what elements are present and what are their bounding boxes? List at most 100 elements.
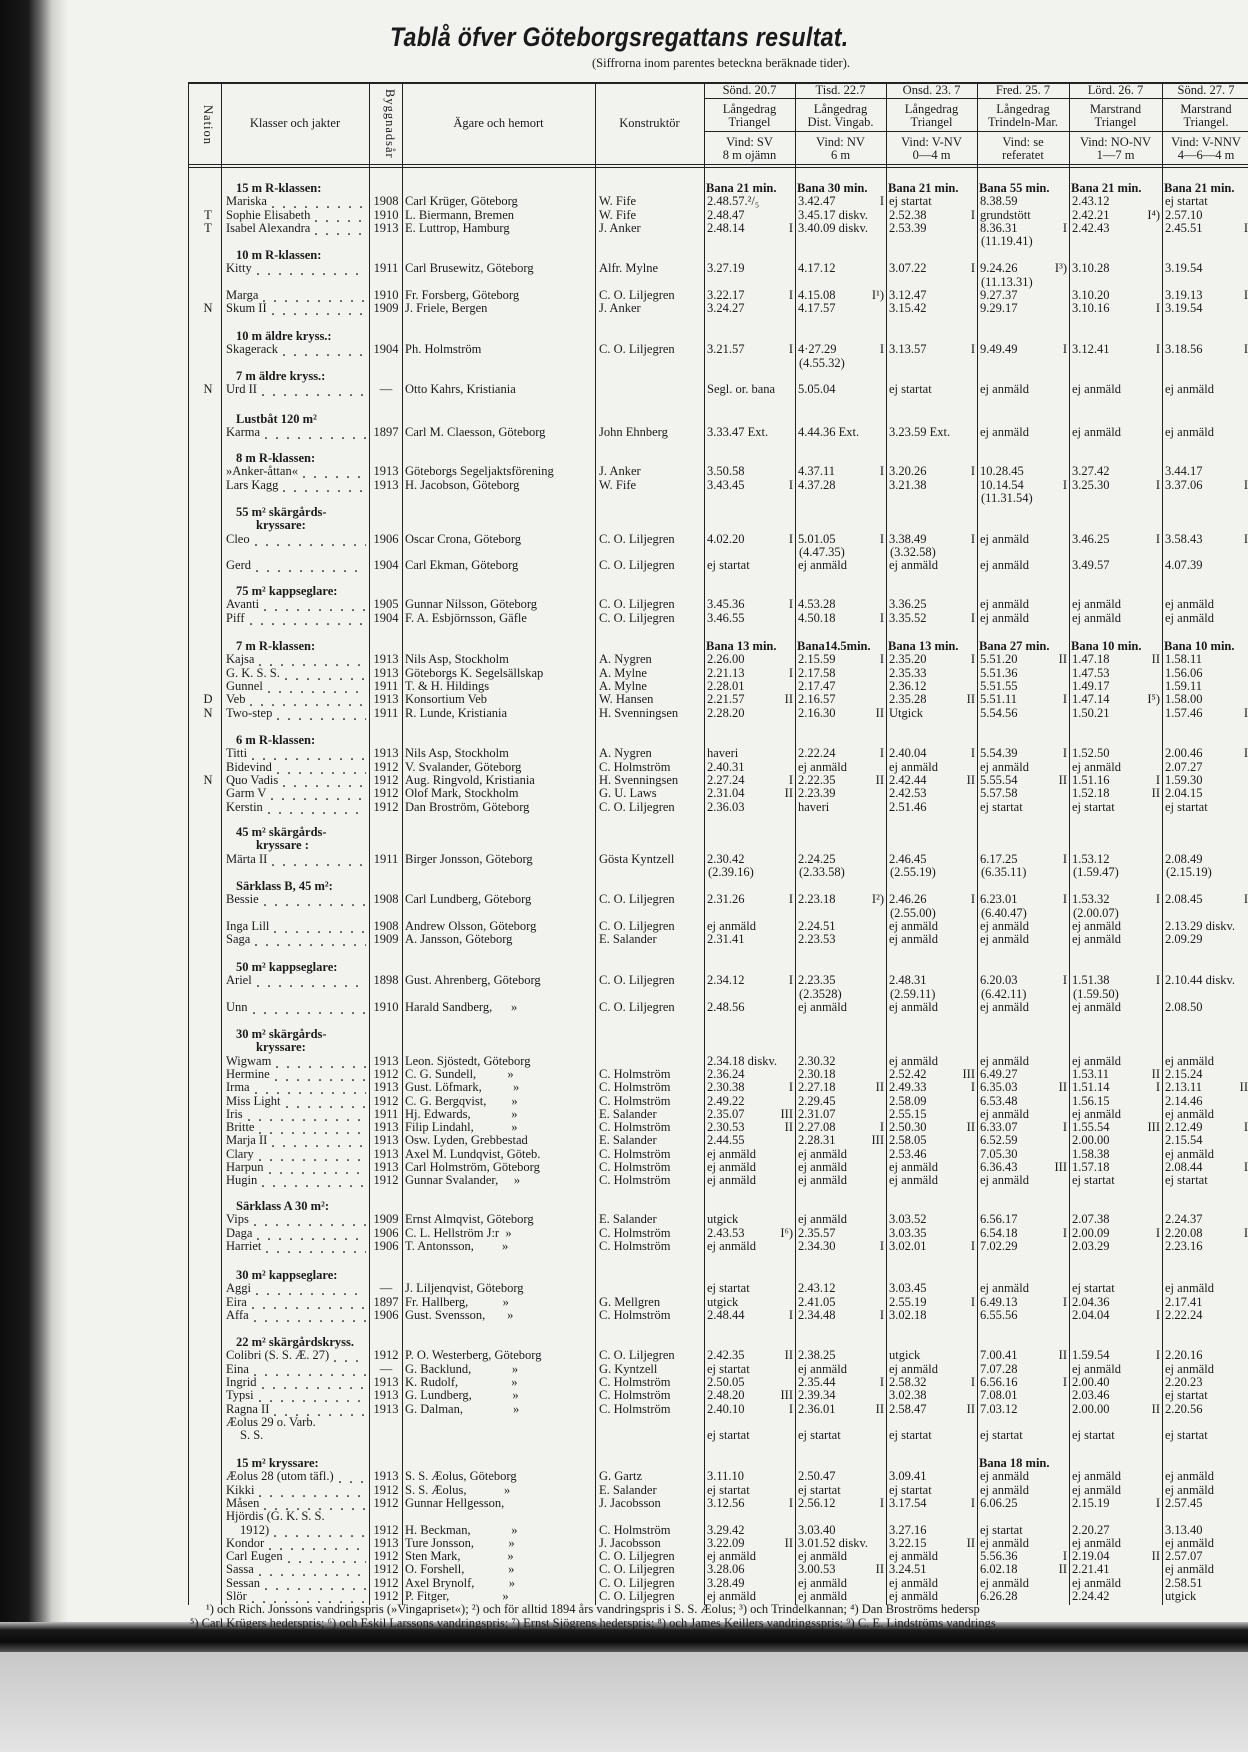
header-day-wind: Vind: NO-NV — [1079, 135, 1152, 149]
race-result: ej anmäld — [980, 1281, 1029, 1296]
race-result: 2.55.19 — [889, 1294, 927, 1309]
race-result: 2.28.31 — [798, 1133, 836, 1148]
race-result: 2.04.04 — [1072, 1307, 1110, 1322]
placing: I — [879, 194, 884, 209]
yacht-name: Titti — [226, 746, 248, 761]
owner: Nils Asp, Stockholm — [405, 746, 509, 761]
race-result: 2.00.09 — [1072, 1225, 1110, 1240]
race-result: 2.24.42 — [1072, 1589, 1110, 1603]
race-result: 3.42.47 — [798, 194, 836, 209]
designer: E. Salander — [599, 1106, 657, 1121]
header-day-course: Trindeln-Mar. — [987, 115, 1059, 129]
owner: Axel Brynolf, » — [405, 1575, 516, 1590]
race-result: 2.48.56 — [707, 999, 745, 1014]
calculated-time: (2.39.16) — [708, 864, 754, 879]
dotted-leader: . . . . . . . . . . . . . . . . . . . . … — [256, 974, 366, 992]
race-result: 6.35.03 — [980, 1080, 1018, 1095]
race-result: ej anmäld — [707, 918, 756, 933]
race-result: 3.11.10 — [707, 1469, 745, 1484]
designer: G. Mellgren — [599, 1294, 661, 1309]
race-result: ej anmäld — [798, 1549, 847, 1564]
yacht-name: Slör — [226, 1589, 247, 1603]
owner: L. Biermann, Bremen — [405, 207, 514, 222]
column-divider — [795, 82, 796, 1605]
placing: I — [879, 1238, 884, 1253]
race-result: ej anmäld — [707, 1173, 756, 1188]
race-result: 2.27.24 — [707, 772, 745, 787]
build-year: 1913 — [373, 1080, 399, 1095]
calculated-time: (2.59.11) — [890, 986, 936, 1001]
designer: C. O. Liljegren — [599, 342, 675, 357]
race-result: ej startat — [707, 558, 750, 573]
placing: I — [970, 1238, 975, 1253]
dotted-leader: . . . . . . . . . . . . . . . . . . . . … — [268, 1161, 366, 1178]
race-result: 2.40.10 — [707, 1401, 745, 1416]
yacht-name: Urd II — [226, 382, 257, 397]
placing: I⁴) — [1147, 207, 1160, 222]
yacht-name: Ragna II — [226, 1401, 270, 1416]
dotted-leader: . . . . . . . . . . . . . . . . . . . . … — [254, 1081, 366, 1099]
course-length: Bana 55 min. — [979, 181, 1050, 195]
build-year: 1913 — [373, 1120, 399, 1135]
dotted-leader: . . . . . . . . . . . . . . . . . . . . … — [271, 302, 366, 320]
race-result: 2.40.31 — [707, 759, 745, 774]
placing: II — [1058, 1562, 1067, 1577]
dotted-leader: . . . . . . . . . . . . . . . . . . . . … — [284, 666, 366, 684]
race-result: ej anmäld — [1165, 1106, 1214, 1121]
placing: II — [875, 1080, 884, 1095]
header-day-course: Långedrag — [722, 102, 777, 116]
yacht-name: Sassa — [226, 1562, 254, 1577]
race-result: 1.52.18 — [1072, 786, 1110, 801]
race-result: ej anmäld — [1165, 610, 1214, 625]
race-result: 2.16.30 — [798, 705, 836, 720]
placing: I⁶) — [780, 1225, 793, 1240]
yacht-name: Skagerack — [226, 342, 279, 357]
race-result: 2.35.44 — [798, 1374, 836, 1389]
race-result: 6.17.25 — [980, 851, 1018, 866]
dotted-leader: . . . . . . . . . . . . . . . . . . . . … — [285, 1094, 366, 1112]
race-result: 2.10.44 diskv. — [1165, 973, 1236, 988]
placing: I²) — [871, 892, 884, 907]
owner: Göteborgs K. Segelsällskap — [405, 665, 544, 680]
race-result: ej anmäld — [707, 1160, 756, 1174]
dotted-leader: . . . . . . . . . . . . . . . . . . . . … — [255, 1282, 366, 1300]
race-result: 6.56.16 — [980, 1374, 1018, 1389]
header-subrule — [704, 98, 1248, 99]
yacht-name: Avanti — [226, 597, 260, 612]
owner: Aug. Ringvold, Kristiania — [405, 772, 535, 787]
placing: II — [966, 772, 975, 787]
build-year: 1911 — [373, 261, 399, 276]
yacht-name: Hjördis (G. K. S. S. — [226, 1509, 325, 1524]
build-year: 1912 — [373, 1066, 399, 1081]
calculated-time: (2.33.58) — [799, 864, 845, 879]
header-bottom-rule — [188, 167, 1248, 168]
build-year: 1908 — [373, 194, 399, 209]
race-result: 4.02.20 — [707, 531, 745, 546]
placing: III — [780, 1388, 794, 1403]
race-result: 2.45.51 — [1165, 220, 1203, 235]
dotted-leader: . . . . . . . . . . . . . . . . . . . . … — [333, 1349, 366, 1367]
dotted-leader: . . . . . . . . . . . . . . . . . . . . … — [254, 532, 366, 550]
race-result: 2.15.19 — [1072, 1495, 1110, 1510]
build-year: — — [379, 1281, 393, 1296]
header-top-rule — [188, 82, 1248, 84]
build-year: 1913 — [373, 692, 399, 707]
placing: I — [1243, 287, 1248, 302]
race-result: 2.13.11 — [1165, 1080, 1203, 1095]
calculated-time: (3.32.58) — [890, 544, 936, 559]
race-result: 7.05.30 — [980, 1146, 1018, 1161]
calculated-time: (6.42.11) — [981, 986, 1027, 1001]
race-result: 1.57.18 — [1072, 1160, 1110, 1174]
race-result: 1.58.11 — [1165, 652, 1203, 667]
owner: V. Svalander, Göteborg — [405, 759, 522, 774]
yacht-name: Marga — [226, 287, 259, 302]
build-year: — — [379, 382, 393, 397]
designer: C. Holmström — [599, 1120, 671, 1135]
designer: C. O. Liljegren — [599, 1575, 675, 1590]
calculated-time: (1.59.47) — [1073, 864, 1119, 879]
yacht-name: Sessan — [226, 1575, 261, 1590]
dotted-leader: . . . . . . . . . . . . . . . . . . . . … — [276, 760, 366, 778]
race-result: ej startat — [1072, 1428, 1115, 1443]
yacht-name: Garm V — [226, 786, 267, 801]
race-result: 6.54.18 — [980, 1225, 1018, 1240]
